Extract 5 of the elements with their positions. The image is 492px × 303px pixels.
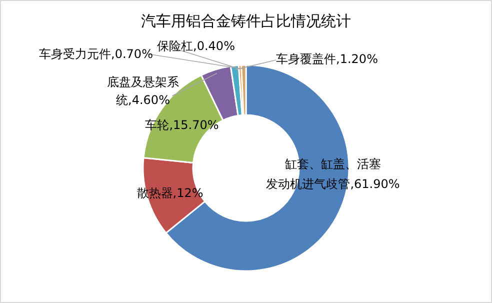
slice-label: 保险杠,0.40% [157, 39, 235, 53]
slice-label: 车身受力元件,0.70% [39, 47, 153, 61]
chart-title: 汽车用铝合金铸件占比情况统计 [141, 12, 351, 30]
slice-label: 底盘及悬架系统,4.60% [107, 75, 179, 107]
slice-label: 车身覆盖件,1.20% [276, 52, 378, 66]
